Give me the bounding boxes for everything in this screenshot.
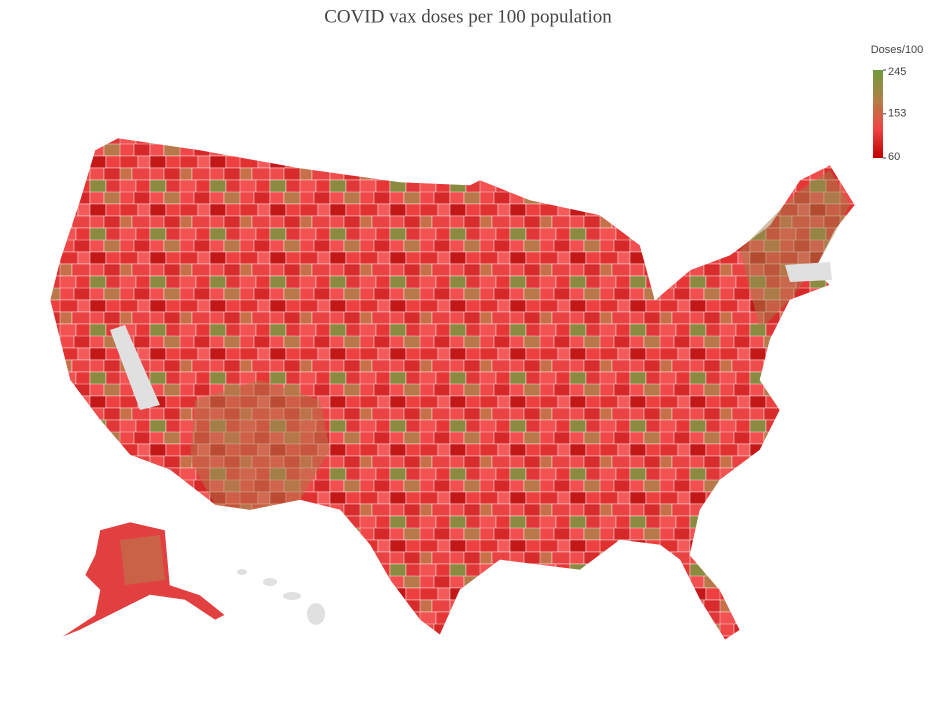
map [49, 137, 856, 641]
mass-gap [785, 262, 832, 282]
colorbar-title: Doses/100 [871, 44, 924, 56]
lower-48 [49, 137, 856, 641]
colorbar: Doses/100 60 153 245 [871, 44, 924, 163]
nevada-gap [110, 325, 160, 410]
colorbar-tick-label: 245 [888, 66, 906, 78]
hawaii [237, 569, 325, 625]
alaska-east [120, 535, 165, 585]
colorbar-scale [873, 70, 883, 158]
northeast-region [740, 170, 850, 330]
colorbar-tick-label: 153 [888, 108, 906, 120]
map-title: COVID vax doses per 100 population [324, 6, 612, 27]
western-region [190, 380, 330, 510]
colorbar-tick-label: 60 [888, 151, 900, 163]
